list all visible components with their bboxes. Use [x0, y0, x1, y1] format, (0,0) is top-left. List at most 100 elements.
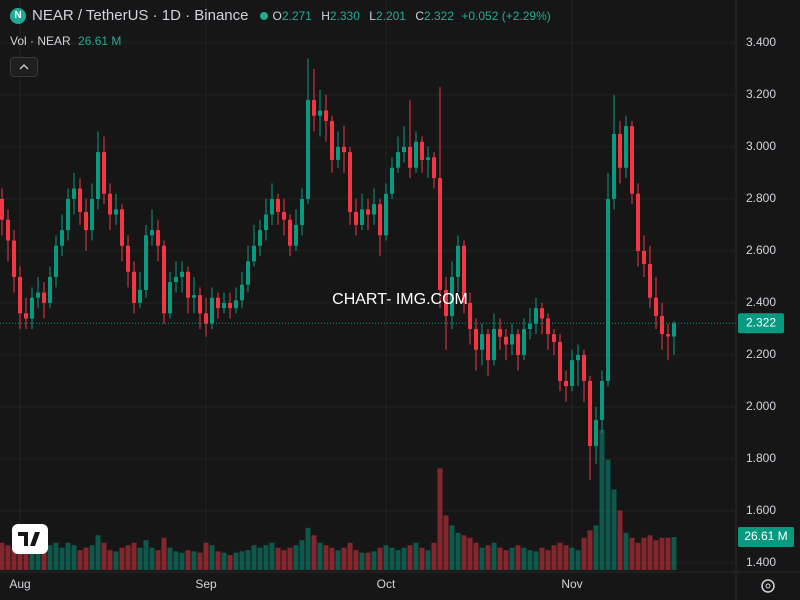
- volume-bar: [179, 552, 185, 570]
- volume-bar: [29, 550, 35, 570]
- candle-body: [348, 152, 352, 212]
- candle-body: [540, 308, 544, 319]
- volume-bar: [311, 535, 317, 570]
- candle-body: [318, 110, 322, 116]
- candle-body: [342, 146, 346, 153]
- volume-bar: [167, 547, 173, 570]
- close-label: C: [415, 8, 424, 23]
- low-label: L: [369, 8, 376, 23]
- volume-bar: [503, 550, 509, 570]
- volume-bar: [305, 527, 311, 570]
- volume-bar: [425, 550, 431, 570]
- candle-body: [54, 245, 58, 277]
- volume-bar: [599, 429, 605, 570]
- candle-body: [654, 297, 658, 316]
- volume-label: Vol · NEAR: [10, 34, 71, 48]
- volume-bar: [77, 550, 83, 570]
- candle-body: [468, 302, 472, 329]
- volume-bar: [665, 537, 671, 570]
- candle-body: [282, 211, 286, 220]
- y-tick-label: 3.000: [746, 139, 776, 153]
- volume-bar: [401, 547, 407, 570]
- volume-bar: [419, 547, 425, 570]
- volume-bar: [173, 551, 179, 570]
- candle-body: [66, 198, 70, 231]
- symbol[interactable]: NEAR / TetherUS · 1D · Binance: [32, 7, 249, 24]
- volume-bar: [515, 545, 521, 570]
- y-tick-label: 2.600: [746, 243, 776, 257]
- candle-body: [210, 297, 214, 324]
- candle-body: [216, 297, 220, 309]
- volume-bar: [377, 547, 383, 570]
- volume-bar: [17, 539, 23, 570]
- volume-bar: [281, 550, 287, 570]
- candle-body: [396, 152, 400, 168]
- volume-bar: [137, 547, 143, 570]
- volume-bar: [641, 537, 647, 570]
- x-tick-label: Aug: [9, 577, 30, 591]
- candle-body: [0, 198, 4, 220]
- candle-body: [222, 302, 226, 309]
- volume-bar: [407, 545, 413, 570]
- candle-body: [84, 211, 88, 231]
- candle-body: [264, 214, 268, 231]
- candle-body: [252, 245, 256, 262]
- candle-body: [438, 178, 442, 290]
- high-value: 2.330: [329, 8, 360, 23]
- candle-body: [330, 120, 334, 160]
- candle-body: [18, 276, 22, 314]
- y-tick-label: 1.600: [746, 503, 776, 517]
- settings-icon[interactable]: [761, 579, 775, 593]
- candle-body: [642, 250, 646, 264]
- volume-bar: [59, 547, 65, 570]
- volume-bar: [323, 545, 329, 570]
- candle-body: [594, 419, 598, 446]
- candle-body: [270, 198, 274, 215]
- volume-bar: [365, 552, 371, 570]
- collapse-button[interactable]: [10, 57, 38, 77]
- volume-bar: [101, 542, 107, 570]
- volume-bar: [611, 489, 617, 570]
- volume-bar: [629, 537, 635, 570]
- candle-body: [24, 313, 28, 319]
- volume-bar: [605, 459, 611, 570]
- volume-bar: [245, 550, 251, 570]
- candle-body: [630, 126, 634, 194]
- candle-body: [600, 380, 604, 420]
- candle-body: [504, 336, 508, 345]
- gear[interactable]: [761, 579, 775, 593]
- x-tick-label: Sep: [195, 577, 217, 591]
- volume-bar: [455, 532, 461, 570]
- watermark: CHART- IMG.COM: [332, 291, 468, 308]
- volume-bar: [0, 542, 5, 570]
- candle-body: [414, 141, 418, 168]
- volume-bar: [65, 542, 71, 570]
- candle-body: [276, 198, 280, 212]
- volume-bar: [185, 550, 191, 570]
- volume-bar: [287, 547, 293, 570]
- volume-bar: [617, 510, 623, 570]
- candle-body: [336, 146, 340, 160]
- y-tick-label: 2.800: [746, 191, 776, 205]
- candle-body: [30, 297, 34, 319]
- candle-body: [522, 328, 526, 355]
- candle-body: [426, 157, 430, 160]
- candle-body: [570, 360, 574, 387]
- candle-body: [510, 334, 514, 345]
- x-tick-label: Oct: [377, 577, 396, 591]
- chevron: [19, 64, 29, 70]
- close-value: 2.322: [423, 8, 455, 23]
- volume-bar: [47, 545, 53, 570]
- candle-body: [558, 341, 562, 381]
- candle-body: [102, 152, 106, 194]
- candle-body: [144, 235, 148, 290]
- volume-bar: [545, 550, 551, 570]
- candle-body: [408, 146, 412, 168]
- candle-body: [12, 240, 16, 277]
- candle-body: [534, 308, 538, 324]
- volume-bar: [149, 547, 155, 570]
- volume-bar: [557, 542, 563, 570]
- volume-bar: [143, 540, 149, 570]
- open-label: O: [272, 8, 282, 23]
- candle-body: [162, 245, 166, 314]
